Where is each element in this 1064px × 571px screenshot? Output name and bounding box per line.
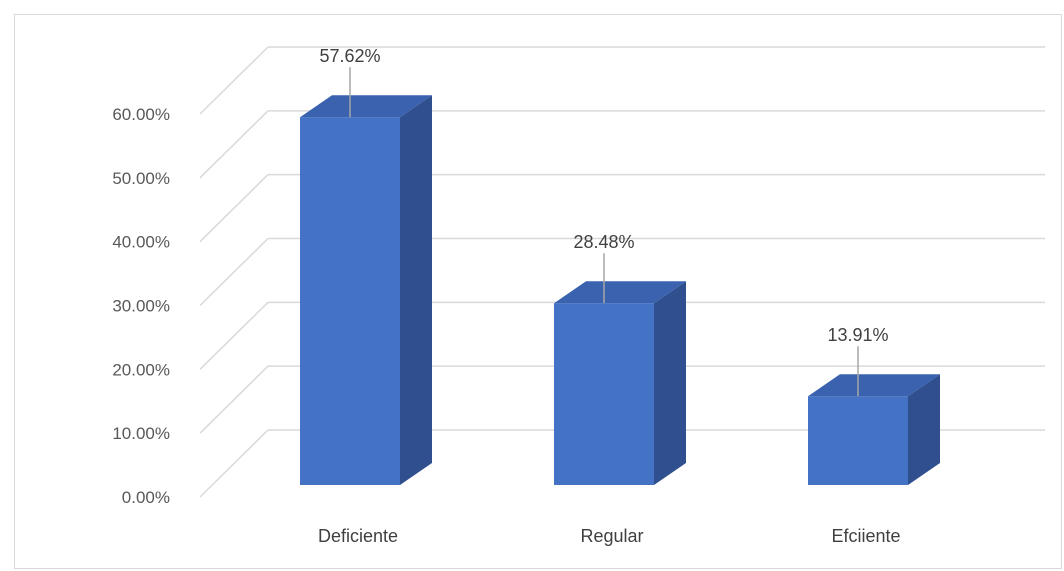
x-tick-label: Deficiente bbox=[318, 526, 398, 546]
x-tick-label: Efciiente bbox=[831, 526, 900, 546]
data-label: 57.62% bbox=[319, 46, 381, 118]
bars bbox=[300, 95, 940, 486]
x-tick-label: Regular bbox=[580, 526, 643, 546]
bar bbox=[300, 95, 432, 486]
gridline bbox=[199, 46, 1045, 115]
data-labels: 57.62% 28.48% 13.91% bbox=[319, 46, 889, 397]
svg-text:28.48%: 28.48% bbox=[573, 232, 634, 252]
x-axis: Deficiente Regular Efciiente bbox=[318, 526, 901, 546]
bar bbox=[554, 281, 686, 485]
y-tick-label: 50.00% bbox=[112, 169, 170, 188]
y-axis: 0.00% 10.00% 20.00% 30.00% 40.00% 50.00% 60.00… bbox=[112, 105, 170, 507]
data-label: 28.48% bbox=[573, 232, 635, 304]
y-tick-label: 40.00% bbox=[112, 233, 170, 252]
svg-text:13.91%: 13.91% bbox=[827, 325, 888, 345]
bar bbox=[808, 374, 940, 485]
svg-text:57.62%: 57.62% bbox=[319, 46, 380, 66]
data-label: 13.91% bbox=[827, 325, 889, 397]
y-tick-label: 30.00% bbox=[112, 297, 170, 316]
y-tick-label: 10.00% bbox=[112, 424, 170, 443]
y-tick-label: 20.00% bbox=[112, 360, 170, 379]
y-tick-label: 0.00% bbox=[122, 488, 170, 507]
y-tick-label: 60.00% bbox=[112, 105, 170, 124]
